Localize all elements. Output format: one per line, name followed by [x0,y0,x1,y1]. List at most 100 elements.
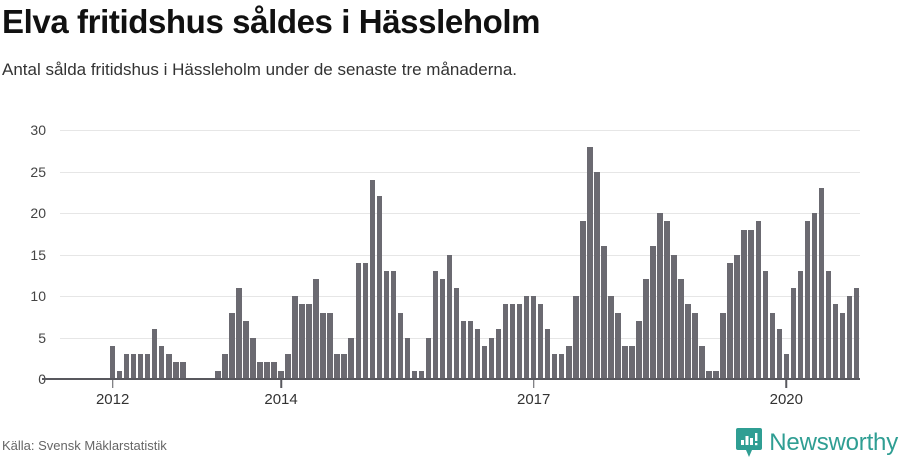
bar[interactable] [650,246,656,379]
bar[interactable] [727,262,733,379]
bar[interactable] [769,312,775,379]
bar[interactable] [537,304,544,379]
bar[interactable] [797,271,804,379]
bar[interactable] [229,312,235,379]
bar[interactable] [629,345,635,379]
bar[interactable] [257,362,263,379]
bar[interactable] [839,312,846,379]
bar[interactable] [671,254,677,379]
bar[interactable] [846,296,853,379]
bar[interactable] [137,354,144,379]
bar[interactable] [776,329,783,379]
bar[interactable] [215,370,221,379]
bar[interactable] [299,304,305,379]
bar[interactable] [559,354,565,379]
bar[interactable] [530,296,537,379]
bar[interactable] [495,329,502,379]
bar[interactable] [706,370,712,379]
bar[interactable] [657,213,663,379]
bar[interactable] [411,370,418,379]
bar[interactable] [832,304,839,379]
bar[interactable] [643,279,649,379]
bar[interactable] [236,287,242,379]
bar[interactable] [144,354,151,379]
bar[interactable] [748,229,754,379]
bar[interactable] [608,296,614,379]
bar[interactable] [790,287,797,379]
bar[interactable] [397,312,404,379]
bar[interactable] [615,312,621,379]
bar[interactable] [362,262,368,379]
bar[interactable] [355,262,361,379]
bar[interactable] [130,354,137,379]
bar[interactable] [460,320,467,379]
bar[interactable] [376,196,383,379]
bar[interactable] [811,213,818,379]
bar[interactable] [173,362,179,379]
bar[interactable] [755,221,761,379]
bar[interactable] [825,271,832,379]
bar[interactable] [341,354,347,379]
bar[interactable] [853,287,860,379]
newsworthy-logo[interactable]: Newsworthy [736,428,898,458]
bar[interactable] [523,296,530,379]
bar[interactable] [222,354,228,379]
bar[interactable] [320,312,326,379]
bar[interactable] [741,229,747,379]
bar[interactable] [685,304,691,379]
bar[interactable] [292,296,298,379]
bar[interactable] [180,362,186,379]
bar[interactable] [446,254,453,379]
bar[interactable] [152,329,158,379]
bar[interactable] [573,296,579,379]
bar[interactable] [439,279,446,379]
bar[interactable] [243,320,249,379]
bar[interactable] [278,370,284,379]
bar[interactable] [587,146,593,379]
bar[interactable] [109,345,116,379]
bar[interactable] [285,354,291,379]
bar[interactable] [762,271,768,379]
bar[interactable] [467,320,474,379]
bar[interactable] [348,337,354,379]
bar[interactable] [159,345,165,379]
bar[interactable] [453,287,460,379]
bar[interactable] [327,312,333,379]
bar[interactable] [594,171,600,379]
bar[interactable] [734,254,740,379]
bar[interactable] [271,362,277,379]
bar[interactable] [166,354,172,379]
bar[interactable] [313,279,319,379]
bar[interactable] [250,337,256,379]
bar[interactable] [713,370,719,379]
bar[interactable] [306,304,312,379]
bar[interactable] [720,312,726,379]
bar[interactable] [566,345,572,379]
bar[interactable] [636,320,642,379]
bar[interactable] [818,188,825,379]
bar[interactable] [116,370,123,379]
bar[interactable] [474,329,481,379]
bar[interactable] [390,271,397,379]
bar[interactable] [804,221,811,379]
bar[interactable] [622,345,628,379]
bar[interactable] [383,271,390,379]
bar[interactable] [404,337,411,379]
bar[interactable] [481,345,488,379]
bar[interactable] [264,362,270,379]
bar[interactable] [678,279,684,379]
bar[interactable] [425,337,432,379]
bar[interactable] [544,329,551,379]
bar[interactable] [783,354,790,379]
bar[interactable] [580,221,586,379]
bar[interactable] [692,312,698,379]
bar[interactable] [664,221,670,379]
bar[interactable] [334,354,340,379]
bar[interactable] [601,246,607,379]
bar[interactable] [516,304,523,379]
bar[interactable] [488,337,495,379]
bar[interactable] [418,370,425,379]
bar[interactable] [123,354,130,379]
bar[interactable] [509,304,516,379]
bar[interactable] [699,345,705,379]
